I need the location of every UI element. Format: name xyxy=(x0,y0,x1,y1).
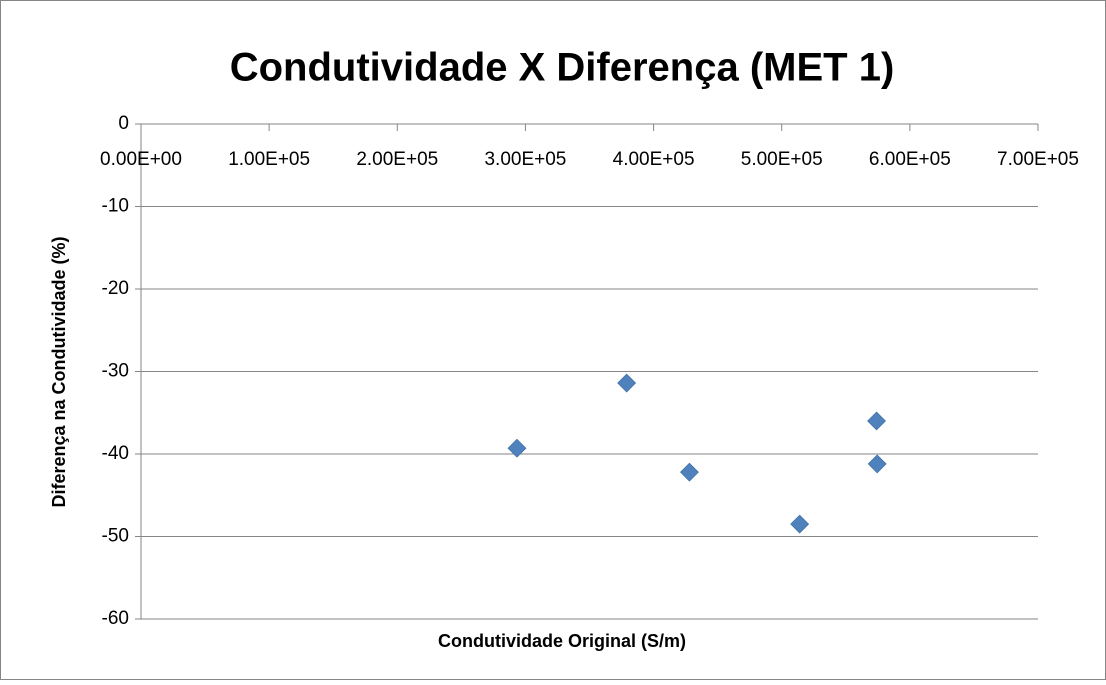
x-tick-label: 1.00E+05 xyxy=(228,149,310,170)
y-tick-label: -40 xyxy=(102,443,129,464)
x-tick-label: 0.00E+00 xyxy=(100,149,182,170)
y-tick-label: -10 xyxy=(102,196,129,217)
chart-title: Condutividade X Diferença (MET 1) xyxy=(230,46,895,90)
x-axis-label: Condutividade Original (S/m) xyxy=(438,631,686,651)
y-tick-label: -50 xyxy=(102,526,129,547)
data-point xyxy=(507,438,527,458)
data-point xyxy=(680,462,699,482)
x-tick-label: 5.00E+05 xyxy=(741,149,823,170)
data-point xyxy=(617,373,637,393)
x-tick-label: 3.00E+05 xyxy=(484,149,566,170)
y-tick-label: 0 xyxy=(118,113,129,134)
x-tick-label: 2.00E+05 xyxy=(356,149,438,170)
x-tick-label: 4.00E+05 xyxy=(613,149,695,170)
y-axis-label: Diferença na Condutividade (%) xyxy=(49,236,69,507)
x-tick-label: 6.00E+05 xyxy=(869,149,951,170)
y-tick-label: -60 xyxy=(102,608,129,629)
data-point xyxy=(867,411,886,431)
x-tick-label: 7.00E+05 xyxy=(997,149,1079,170)
y-tick-label: -30 xyxy=(102,361,129,382)
data-point xyxy=(867,454,887,474)
data-point xyxy=(790,514,810,534)
y-tick-label: -20 xyxy=(102,278,129,299)
